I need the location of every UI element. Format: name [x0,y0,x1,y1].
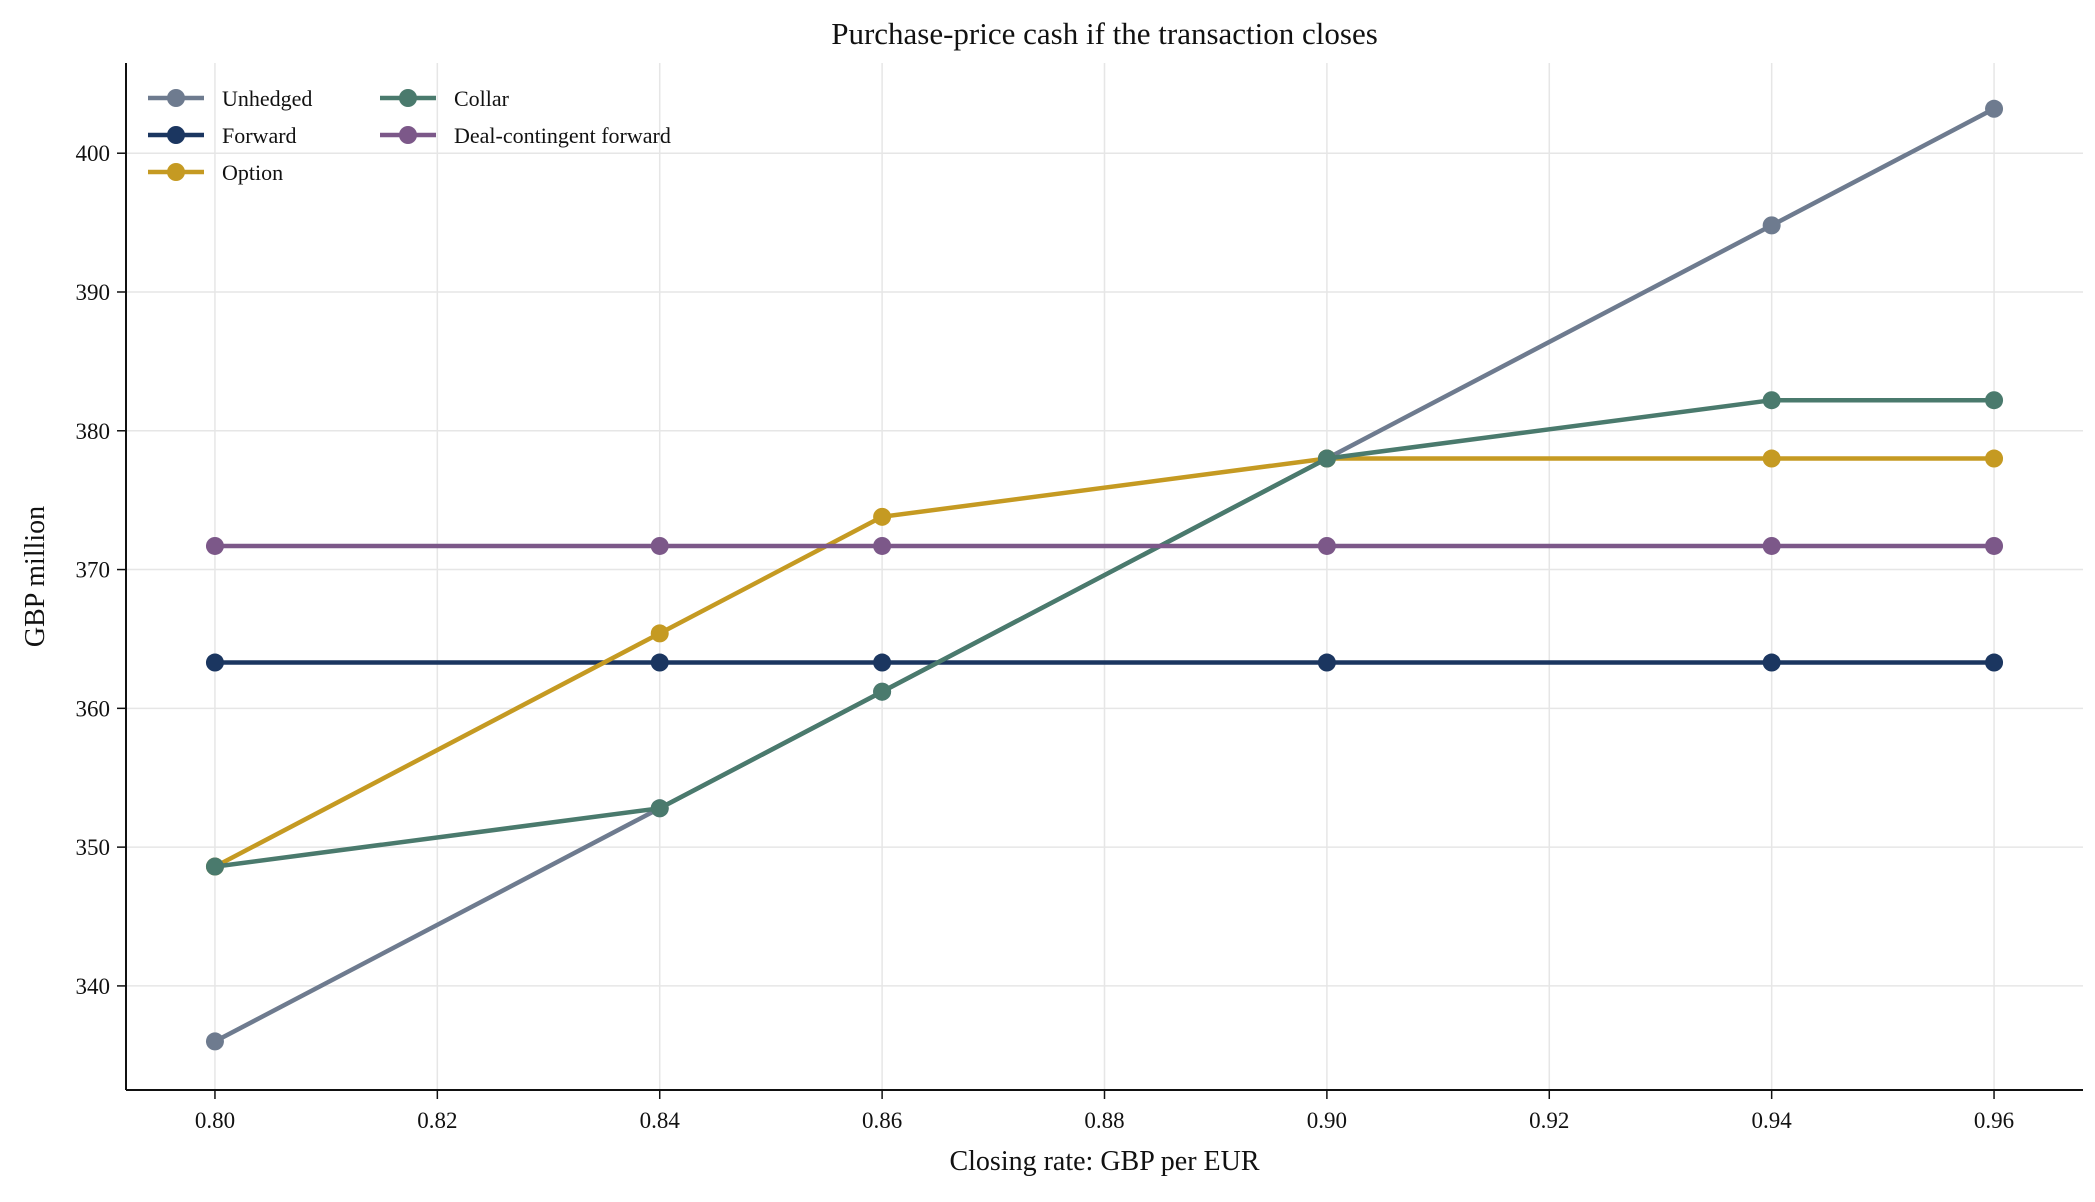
legend-item: Deal-contingent forward [380,123,671,148]
x-tick-label: 0.84 [640,1108,681,1133]
legend-marker [167,163,185,181]
chart-title: Purchase-price cash if the transaction c… [831,16,1378,51]
x-tick-label: 0.94 [1752,1108,1793,1133]
legend: Unhedged Forward Option Collar Deal-continge… [148,86,671,185]
legend-label: Unhedged [222,86,312,111]
data-point [1317,536,1336,555]
data-point [1985,449,2004,468]
data-point [873,682,892,701]
x-ticks: 0.80 0.82 0.84 0.86 0.88 0.90 0.92 0.94 0.96 [195,1090,2014,1133]
data-point [1317,653,1336,672]
x-tick-label: 0.86 [862,1108,902,1133]
data-point [650,799,669,818]
legend-item: Forward [148,123,297,148]
legend-item: Unhedged [148,86,312,111]
data-point [1762,653,1781,672]
data-point [1762,216,1781,235]
data-point [1985,99,2004,118]
x-tick-label: 0.82 [417,1108,457,1133]
legend-marker [167,89,185,107]
data-point [205,857,224,876]
legend-marker [399,89,417,107]
data-point [873,507,892,526]
data-point [205,1032,224,1051]
series-line [212,456,1997,869]
x-tick-label: 0.90 [1307,1108,1347,1133]
data-point [650,624,669,643]
y-tick-label: 340 [76,974,111,999]
y-tick-label: 360 [76,696,111,721]
y-tick-label: 390 [76,280,111,305]
x-axis-label: Closing rate: GBP per EUR [949,1146,1259,1177]
series-deal-contingent-forward [205,536,2004,555]
legend-marker [399,126,417,144]
series-forward [205,653,2004,672]
legend-label: Collar [454,86,510,111]
data-point [650,653,669,672]
data-point [1762,536,1781,555]
series-collar [205,391,2004,876]
legend-marker [167,126,185,144]
legend-label: Option [222,160,283,185]
legend-label: Deal-contingent forward [454,123,671,148]
x-tick-label: 0.88 [1084,1108,1124,1133]
data-point [1985,653,2004,672]
y-axis-label: GBP million [20,506,51,647]
data-point [873,653,892,672]
x-tick-label: 0.96 [1974,1108,2014,1133]
y-ticks: 340 350 360 370 380 390 400 [76,141,126,999]
series-line [212,397,1997,869]
grid [126,63,2083,1090]
data-point [1985,536,2004,555]
y-tick-label: 400 [76,141,111,166]
data-point [1762,391,1781,410]
data-point [1762,449,1781,468]
legend-item: Option [148,160,283,185]
data-point [650,536,669,555]
legend-item: Collar [380,86,510,111]
data-point [1985,391,2004,410]
data-point [873,536,892,555]
data-point [205,653,224,672]
x-tick-label: 0.80 [195,1108,235,1133]
x-tick-label: 0.92 [1529,1108,1569,1133]
series [205,99,2004,1051]
y-tick-label: 370 [76,558,111,583]
legend-label: Forward [222,123,297,148]
y-tick-label: 380 [76,419,111,444]
series-option [205,449,2004,876]
data-point [205,536,224,555]
data-point [1317,449,1336,468]
y-tick-label: 350 [76,835,111,860]
